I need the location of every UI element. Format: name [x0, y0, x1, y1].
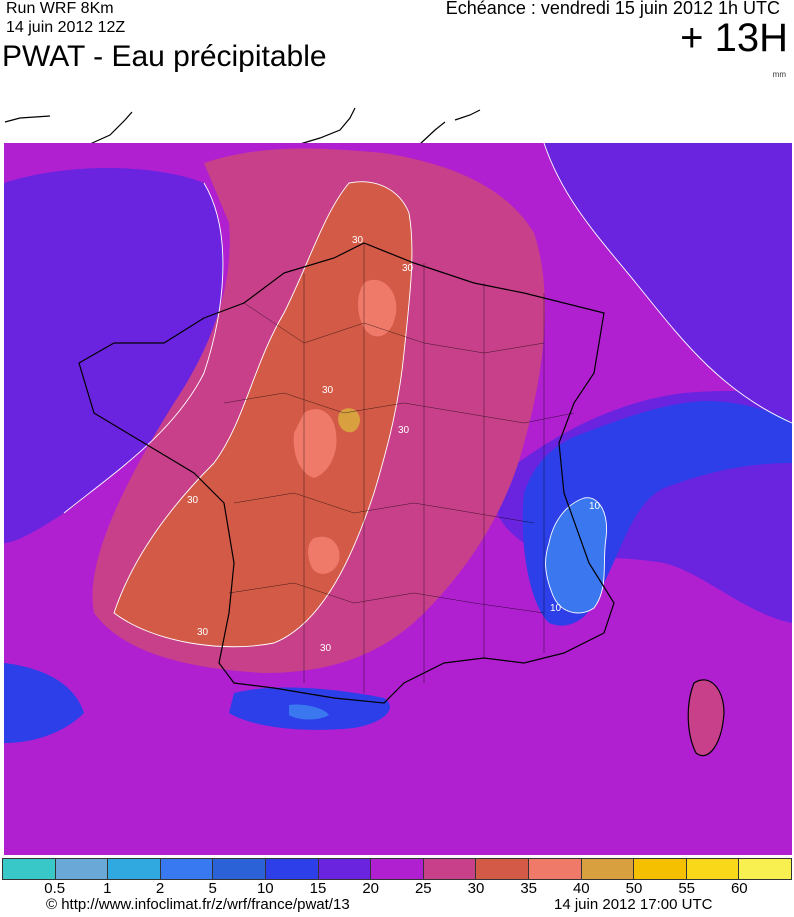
borders: [78, 242, 725, 757]
legend-swatch: [265, 859, 319, 879]
legend-tick: 50: [625, 880, 643, 897]
contour-label: 10: [589, 501, 601, 512]
legend-swatch: [686, 859, 740, 879]
color-legend: [2, 858, 792, 880]
legend-swatch: [318, 859, 372, 879]
legend-tick: 15: [309, 880, 327, 897]
contour-lines: [63, 143, 792, 648]
forecast-valid-time: Echéance : vendredi 15 juin 2012 1h UTC: [445, 0, 780, 18]
unit-label: mm: [772, 70, 786, 79]
legend-tick: 1: [103, 880, 112, 897]
contour-label: 30: [352, 235, 364, 246]
pwat-field-35-40-b: [358, 279, 397, 337]
generated-timestamp: 14 juin 2012 17:00 UTC: [554, 896, 713, 913]
coastline-north: [4, 107, 481, 145]
pwat-field-15-20-atlantic: [4, 168, 223, 543]
legend-swatch: [55, 859, 109, 879]
source-link[interactable]: © http://www.infoclimat.fr/z/wrf/france/…: [46, 896, 350, 913]
pwat-map: 30 30 30 30 30 30 30 10 10: [4, 143, 792, 855]
contour-label-group: 30 30 30 30 30 30 30 10 10: [187, 235, 601, 654]
legend-swatch: [476, 859, 529, 879]
legend-tick: 55: [678, 880, 696, 897]
legend-swatch: [160, 859, 214, 879]
run-date: 14 juin 2012 12Z: [6, 19, 126, 36]
contour-label: 30: [320, 643, 332, 654]
run-label: Run WRF 8Km: [6, 0, 114, 17]
legend-tick: 30: [467, 880, 485, 897]
legend-swatch: [739, 859, 791, 879]
pwat-field-5-10-alps: [545, 497, 607, 613]
contour-label: 30: [187, 495, 199, 506]
legend-tick: 40: [572, 880, 590, 897]
contour-label: 10: [550, 603, 562, 614]
legend-swatch: [108, 859, 161, 879]
legend-ticks: 0.5 1 2 5 10 15 20 25 30 35 40 50 55 60: [2, 880, 792, 898]
pwat-field-30-35: [114, 181, 412, 647]
legend-swatch: [528, 859, 582, 879]
legend-swatch: [371, 859, 424, 879]
pwat-field-15-20-ne: [544, 143, 792, 423]
legend-tick: 0.5: [44, 880, 66, 897]
legend-swatch: [423, 859, 477, 879]
contour-label: 30: [322, 385, 334, 396]
forecast-lead-time: + 13H: [680, 16, 788, 60]
pwat-field-25-30-corsica: [688, 679, 724, 756]
legend-swatch: [213, 859, 266, 879]
legend-tick: 20: [362, 880, 380, 897]
legend-tick: 60: [730, 880, 748, 897]
pwat-field-5-10-pyrenees: [289, 704, 329, 720]
legend-swatch: [634, 859, 687, 879]
contour-label: 30: [197, 627, 209, 638]
legend-tick: 10: [256, 880, 274, 897]
pwat-field-35-40-a: [293, 409, 337, 478]
legend-tick: 2: [155, 880, 165, 897]
legend-swatch: [581, 859, 635, 879]
legend-tick: 35: [520, 880, 538, 897]
legend-tick: 25: [414, 880, 432, 897]
legend-swatch: [3, 859, 56, 879]
contour-label: 30: [398, 425, 410, 436]
pwat-field-35-40-c: [308, 536, 340, 574]
page-title: PWAT - Eau précipitable: [2, 40, 327, 73]
pwat-field-40-50: [338, 408, 360, 433]
legend-tick: 5: [208, 880, 217, 897]
contour-label: 30: [402, 263, 414, 274]
pwat-field-10-15-sw: [4, 663, 84, 743]
department-borders: [223, 243, 575, 693]
